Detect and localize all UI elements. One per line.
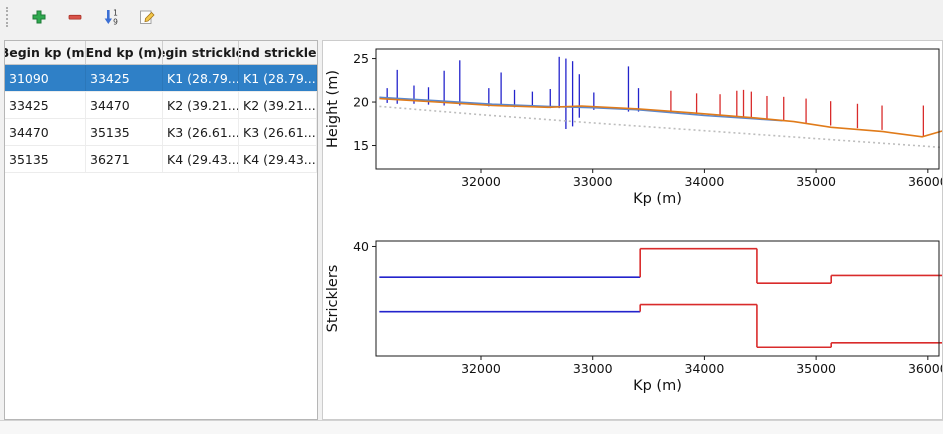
- table-body: 31090 33425 K1 (28.79... K1 (28.79... 33425 3…: [5, 65, 317, 173]
- edit-button[interactable]: [135, 5, 159, 29]
- x-tick-label: 33000: [573, 361, 613, 376]
- column-header[interactable]: End kp (m): [86, 41, 163, 64]
- table-cell[interactable]: 36271: [86, 146, 163, 172]
- table-cell[interactable]: 34470: [86, 92, 163, 118]
- column-header[interactable]: End strickler: [239, 45, 317, 60]
- remove-button[interactable]: [63, 5, 87, 29]
- sort-button[interactable]: 1 9: [99, 5, 123, 29]
- height-profile-chart: 32000 33000 34000 35000 36000 15 20 25 Kp (m) Hei…: [323, 41, 943, 227]
- chart-canvas: 32000 33000 34000 35000 36000 40 Kp (m) Strickl…: [325, 239, 943, 394]
- y-tick-label: 40: [353, 239, 369, 254]
- plot-border: [375, 48, 940, 170]
- table-header-row: Begin kp (m)End kp (m)egin strickleEnd s…: [5, 41, 317, 65]
- x-tick-label: 35000: [796, 174, 836, 189]
- toolbar: 1 9: [0, 0, 943, 34]
- table-cell[interactable]: K1 (28.79...: [163, 65, 239, 91]
- table-cell[interactable]: K2 (39.21...: [163, 92, 239, 118]
- stricklers-chart: 32000 33000 34000 35000 36000 40 Kp (m) Strickl…: [323, 231, 943, 425]
- table-cell[interactable]: 31090: [5, 65, 86, 91]
- charts-panel: 32000 33000 34000 35000 36000 15 20 25 Kp (m) Hei…: [322, 40, 943, 420]
- x-tick-label: 34000: [685, 361, 725, 376]
- table-cell[interactable]: K2 (39.21...: [239, 92, 317, 118]
- y-tick-label: 20: [353, 95, 369, 110]
- x-tick-label: 35000: [796, 361, 836, 376]
- table-row[interactable]: 33425 34470 K2 (39.21... K2 (39.21...: [5, 92, 317, 119]
- table-cell[interactable]: K4 (29.43...: [239, 146, 317, 172]
- series-reference-dotted: [379, 105, 943, 149]
- table-cell[interactable]: 33425: [86, 65, 163, 91]
- series-water-line: [379, 96, 783, 122]
- x-tick-label: 34000: [685, 174, 725, 189]
- sort-digit-top: 1: [113, 9, 118, 18]
- minus-icon: [68, 14, 82, 20]
- y-axis-label: Height (m): [325, 70, 341, 148]
- y-tick-label: 15: [353, 138, 369, 153]
- x-axis-label: Kp (m): [633, 191, 682, 207]
- column-header[interactable]: Begin kp (m): [5, 41, 86, 64]
- table-cell[interactable]: K1 (28.79...: [239, 65, 317, 91]
- sort-digit-bottom: 9: [113, 18, 118, 27]
- x-tick-label: 36000: [908, 174, 942, 189]
- table-cell[interactable]: K3 (26.61...: [239, 119, 317, 145]
- status-bar: [0, 420, 943, 434]
- y-axis-label: Stricklers: [325, 265, 341, 333]
- series-bed-profile: [379, 97, 943, 138]
- table-row[interactable]: 31090 33425 K1 (28.79... K1 (28.79...: [5, 65, 317, 92]
- x-tick-label: 32000: [461, 361, 501, 376]
- x-tick-label: 32000: [461, 174, 501, 189]
- table-cell[interactable]: 33425: [5, 92, 86, 118]
- table-row[interactable]: 35135 36271 K4 (29.43... K4 (29.43...: [5, 146, 317, 173]
- table-cell[interactable]: 35135: [5, 146, 86, 172]
- plot-border: [375, 240, 940, 357]
- y-tick-label: 25: [353, 51, 369, 66]
- edit-pencil-icon: [140, 10, 155, 24]
- table-cell[interactable]: K3 (26.61...: [163, 119, 239, 145]
- x-axis-label: Kp (m): [633, 378, 682, 394]
- table-row[interactable]: 34470 35135 K3 (26.61... K3 (26.61...: [5, 119, 317, 146]
- plus-icon: [32, 10, 46, 24]
- chart-canvas: 32000 33000 34000 35000 36000 15 20 25 Kp (m) Hei…: [325, 48, 943, 207]
- table-cell[interactable]: 34470: [5, 119, 86, 145]
- column-header[interactable]: egin strickle: [163, 41, 239, 64]
- table-cell[interactable]: K4 (29.43...: [163, 146, 239, 172]
- x-tick-label: 36000: [908, 361, 942, 376]
- toolbar-handle[interactable]: [6, 7, 11, 27]
- sort-numeric-down-icon: 1 9: [104, 9, 118, 27]
- table-cell[interactable]: 35135: [86, 119, 163, 145]
- strickler-zones-table: Begin kp (m)End kp (m)egin strickleEnd s…: [4, 40, 318, 420]
- x-tick-label: 33000: [573, 174, 613, 189]
- add-button[interactable]: [27, 5, 51, 29]
